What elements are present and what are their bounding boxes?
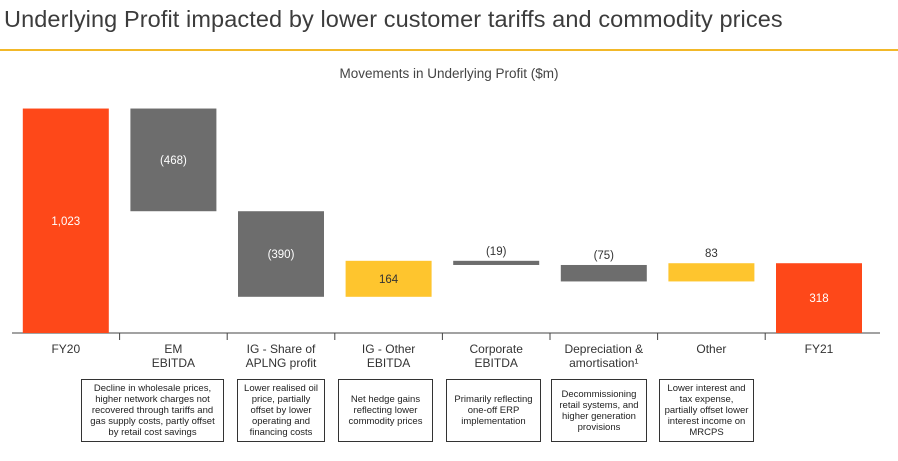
bar-4 (453, 260, 540, 265)
category-label-1: EM EBITDA (152, 342, 195, 370)
bar-0 (22, 108, 109, 333)
value-label-4: (19) (486, 246, 507, 258)
bar-3 (345, 260, 432, 297)
value-label-5: (75) (594, 250, 615, 262)
value-label-3: 164 (379, 274, 399, 286)
category-label-3: IG - Other EBITDA (362, 342, 415, 370)
title-divider (0, 49, 898, 51)
value-label-1: (468) (160, 155, 187, 167)
note-other: Lower interest and tax expense, partiall… (659, 379, 754, 442)
category-label-7: FY21 (805, 342, 834, 356)
bar-6 (668, 263, 755, 282)
category-label-4: Corporate EBITDA (470, 342, 524, 370)
note-corporate: Primarily reflecting one-off ERP impleme… (446, 379, 541, 442)
category-label-2: IG - Share of APLNG profit (246, 342, 317, 370)
value-label-0: 1,023 (51, 216, 80, 228)
note-ig-other: Net hedge gains reflecting lower commodi… (338, 379, 433, 442)
value-label-2: (390) (268, 249, 295, 261)
bar-1 (130, 108, 217, 212)
chart-title: Movements in Underlying Profit ($m) (339, 66, 559, 81)
bar-2 (238, 211, 324, 297)
bar-7 (776, 263, 862, 333)
value-label-6: 83 (705, 248, 718, 260)
page-title: Underlying Profit impacted by lower cust… (4, 6, 783, 32)
value-label-7: 318 (809, 293, 828, 305)
bar-5 (560, 264, 647, 282)
note-em-ebitda: Decline in wholesale prices, higher netw… (81, 379, 224, 442)
note-ig-aplng: Lower realised oil price, partially offs… (237, 379, 325, 442)
category-label-5: Depreciation & amortisation¹ (564, 342, 643, 370)
note-depreciation: Decommissioning retail systems, and high… (551, 379, 647, 442)
category-label-6: Other (696, 342, 726, 356)
category-label-0: FY20 (51, 342, 80, 356)
